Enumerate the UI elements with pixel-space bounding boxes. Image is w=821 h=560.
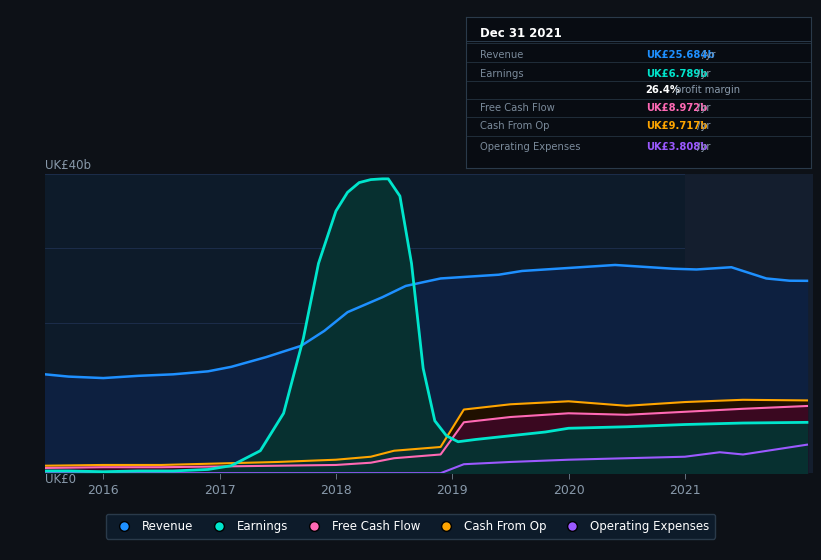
Text: 26.4%: 26.4%	[645, 85, 681, 95]
Text: Operating Expenses: Operating Expenses	[480, 142, 580, 152]
Text: UK£0: UK£0	[45, 473, 76, 486]
Text: UK£8.972b: UK£8.972b	[645, 103, 707, 113]
Text: /yr: /yr	[694, 122, 710, 132]
Text: UK£9.717b: UK£9.717b	[645, 122, 707, 132]
Legend: Revenue, Earnings, Free Cash Flow, Cash From Op, Operating Expenses: Revenue, Earnings, Free Cash Flow, Cash …	[106, 514, 715, 539]
Text: profit margin: profit margin	[672, 85, 741, 95]
Bar	[685, 174, 813, 473]
Text: 26.4% profit margin: 26.4% profit margin	[645, 85, 745, 95]
Text: UK£25.684b /yr: UK£25.684b /yr	[645, 50, 723, 59]
Text: UK£3.808b /yr: UK£3.808b /yr	[645, 142, 717, 152]
Text: Earnings: Earnings	[480, 68, 524, 78]
Text: UK£25.684b: UK£25.684b	[645, 50, 714, 59]
Text: UK£9.717b /yr: UK£9.717b /yr	[645, 122, 718, 132]
Text: UK£3.808b: UK£3.808b	[645, 142, 707, 152]
Text: /yr: /yr	[694, 142, 710, 152]
Text: UK£8.972b /yr: UK£8.972b /yr	[645, 103, 718, 113]
Text: UK£6.789b: UK£6.789b	[645, 68, 707, 78]
Text: UK£40b: UK£40b	[45, 160, 91, 172]
Text: Revenue: Revenue	[480, 50, 524, 59]
Text: Free Cash Flow: Free Cash Flow	[480, 103, 555, 113]
Text: Cash From Op: Cash From Op	[480, 122, 549, 132]
Text: UK£6.789b /yr: UK£6.789b /yr	[645, 68, 718, 78]
Text: /yr: /yr	[699, 50, 716, 59]
Text: Dec 31 2021: Dec 31 2021	[480, 27, 562, 40]
Text: /yr: /yr	[694, 68, 710, 78]
Text: /yr: /yr	[694, 103, 710, 113]
